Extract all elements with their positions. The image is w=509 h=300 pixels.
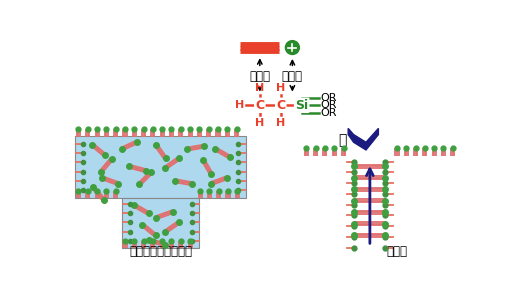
Circle shape bbox=[285, 40, 299, 55]
Text: 水蔑気: 水蔑気 bbox=[386, 245, 407, 258]
Text: C: C bbox=[255, 99, 264, 112]
Text: H: H bbox=[254, 118, 264, 128]
Text: OR: OR bbox=[320, 108, 336, 118]
Text: H: H bbox=[235, 100, 244, 110]
Text: C: C bbox=[276, 99, 285, 112]
Text: 水: 水 bbox=[338, 134, 346, 148]
Text: 結合基: 結合基 bbox=[281, 70, 302, 83]
Text: OR: OR bbox=[320, 93, 336, 103]
Text: コンクリートの細孔: コンクリートの細孔 bbox=[129, 245, 192, 258]
Bar bbox=[75, 136, 245, 198]
Text: 疏水基: 疏水基 bbox=[249, 70, 270, 83]
Text: OR: OR bbox=[320, 100, 336, 110]
Text: H: H bbox=[275, 83, 285, 93]
Text: Si: Si bbox=[295, 99, 307, 112]
Bar bbox=[122, 198, 199, 248]
Polygon shape bbox=[348, 128, 378, 150]
Text: H: H bbox=[254, 83, 264, 93]
Text: H: H bbox=[275, 118, 285, 128]
